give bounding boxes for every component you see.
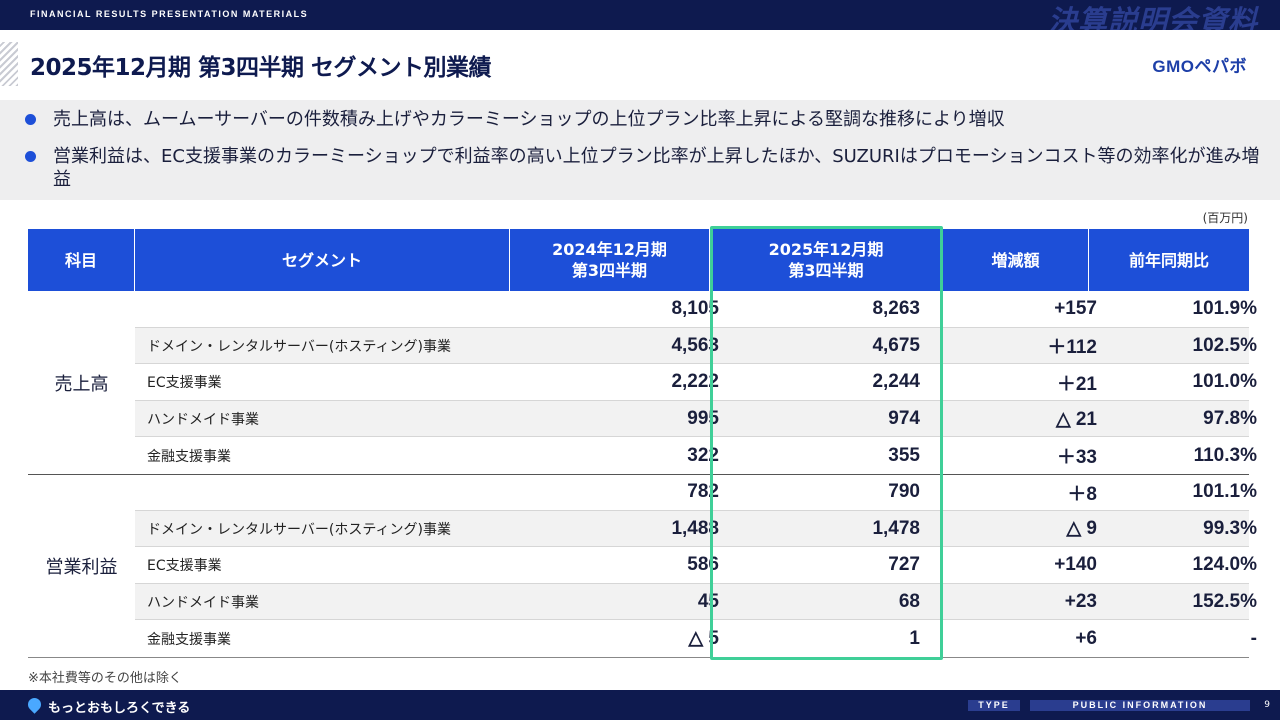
change-cell: △ 9	[1066, 518, 1097, 540]
table-header: 科目 セグメント 2024年12月期 第3四半期 2025年12月期 第3四半期…	[28, 229, 1249, 291]
table-row: 782 790 ＋8 101.1%	[135, 474, 1257, 511]
curr-value-cell: 355	[888, 444, 920, 466]
curr-value-cell: 790	[888, 481, 920, 503]
band-label: FINANCIAL RESULTS PRESENTATION MATERIALS	[30, 9, 309, 19]
segment-cell: ハンドメイド事業	[147, 595, 259, 612]
table-row: EC支援事業 2,222 2,244 ＋21 101.0%	[135, 364, 1257, 401]
company-logo: GMOペパボ	[1152, 57, 1247, 76]
change-cell: +157	[1054, 298, 1097, 320]
header-prev-period: 2024年12月期 第3四半期	[510, 229, 710, 291]
bullet-text: 営業利益は、EC支援事業のカラーミーショップで利益率の高い上位プラン比率が上昇し…	[53, 146, 1260, 190]
subject-operating-profit: 営業利益	[45, 556, 118, 578]
table-row: ドメイン・レンタルサーバー(ホスティング)事業 4,563 4,675 ＋112…	[135, 327, 1257, 365]
footnote: ※本社費等のその他は除く	[28, 671, 182, 686]
unit-label: (百万円)	[1202, 211, 1248, 225]
group-divider	[28, 474, 1249, 475]
table-row: 金融支援事業 322 355 ＋33 110.3%	[135, 437, 1257, 474]
curr-value-cell: 4,675	[872, 334, 920, 356]
change-cell: +140	[1054, 554, 1097, 576]
page-number: 9	[1264, 700, 1270, 710]
prev-value-cell: 45	[697, 591, 719, 613]
prev-value-cell: 4,563	[671, 334, 719, 356]
yoy-cell: 99.3%	[1203, 517, 1257, 539]
change-cell: ＋21	[1056, 373, 1097, 395]
title-area: 2025年12月期 第3四半期 セグメント別業績 GMOペパボ	[0, 30, 1280, 100]
segment-cell: ハンドメイド事業	[147, 412, 259, 429]
table-row: ハンドメイド事業 995 974 △ 21 97.8%	[135, 400, 1257, 438]
yoy-cell: 102.5%	[1192, 334, 1257, 356]
footer-slogan: もっとおもしろくできる	[48, 701, 191, 716]
table-bottom-line	[28, 657, 1249, 658]
segment-cell: ドメイン・レンタルサーバー(ホスティング)事業	[147, 338, 451, 355]
prev-value-cell: 322	[687, 444, 719, 466]
change-cell: ＋33	[1056, 447, 1097, 469]
type-tag: TYPE	[968, 700, 1020, 711]
prev-value-cell: 995	[687, 408, 719, 430]
curr-value-cell: 727	[888, 554, 920, 576]
segment-cell: ドメイン・レンタルサーバー(ホスティング)事業	[147, 521, 451, 538]
segment-cell: EC支援事業	[147, 375, 222, 392]
curr-value-cell: 68	[898, 591, 920, 613]
curr-value-cell: 2,244	[872, 371, 920, 393]
bullet-dot-icon	[25, 151, 36, 162]
header-curr-line1: 2025年12月期	[768, 240, 884, 259]
yoy-cell: 101.1%	[1192, 481, 1257, 503]
header-subject: 科目	[28, 229, 135, 291]
prev-value-cell: 782	[687, 481, 719, 503]
prev-value-cell: 8,105	[671, 298, 719, 320]
yoy-cell: 124.0%	[1192, 554, 1257, 576]
top-band: FINANCIAL RESULTS PRESENTATION MATERIALS…	[0, 0, 1280, 38]
yoy-cell: -	[1250, 627, 1257, 649]
curr-value-cell: 1,478	[872, 517, 920, 539]
change-cell: ＋112	[1047, 337, 1097, 359]
summary-bullets: 売上高は、ムームーサーバーの件数積み上げやカラーミーショップの上位プラン比率上昇…	[0, 100, 1280, 200]
yoy-cell: 152.5%	[1192, 591, 1257, 613]
table-row: ハンドメイド事業 45 68 +23 152.5%	[135, 583, 1257, 621]
header-prev-line1: 2024年12月期	[552, 240, 667, 259]
header-yoy: 前年同期比	[1128, 250, 1209, 270]
bullet-text: 売上高は、ムームーサーバーの件数積み上げやカラーミーショップの上位プラン比率上昇…	[53, 109, 1005, 130]
header-curr-line2: 第3四半期	[788, 261, 864, 280]
yoy-cell: 101.9%	[1192, 298, 1257, 320]
prev-value-cell: 1,488	[671, 517, 719, 539]
change-cell: +23	[1064, 591, 1097, 613]
header-segment: セグメント	[135, 229, 510, 291]
segment-cell: EC支援事業	[147, 558, 222, 575]
header-current-period: 2025年12月期 第3四半期	[710, 229, 943, 291]
page-title: 2025年12月期 第3四半期 セグメント別業績	[30, 55, 492, 81]
header-change: 増減額	[943, 229, 1089, 291]
public-information-tag: PUBLIC INFORMATION	[1030, 700, 1250, 711]
change-cell: △ 21	[1055, 408, 1097, 430]
table-row: 8,105 8,263 +157 101.9%	[135, 291, 1257, 328]
change-cell: +6	[1075, 627, 1097, 649]
prev-value-cell: 2,222	[671, 371, 719, 393]
curr-value-cell: 8,263	[872, 298, 920, 320]
location-pin-icon	[25, 695, 44, 714]
yoy-cell: 110.3%	[1193, 444, 1257, 466]
table-row: 金融支援事業 △ 5 1 +6 -	[135, 620, 1257, 657]
bullet-item: 売上高は、ムームーサーバーの件数積み上げやカラーミーショップの上位プラン比率上昇…	[25, 108, 1265, 131]
prev-value-cell: 586	[687, 554, 719, 576]
segment-cell: 金融支援事業	[147, 631, 231, 648]
change-cell: ＋8	[1067, 483, 1097, 505]
table-row: ドメイン・レンタルサーバー(ホスティング)事業 1,488 1,478 △ 9 …	[135, 510, 1257, 548]
title-accent	[0, 42, 18, 86]
footer-band: もっとおもしろくできる TYPE PUBLIC INFORMATION 9	[0, 690, 1280, 720]
curr-value-cell: 974	[888, 408, 920, 430]
yoy-cell: 101.0%	[1192, 371, 1257, 393]
yoy-cell: 97.8%	[1203, 408, 1257, 430]
bullet-dot-icon	[25, 114, 36, 125]
segment-cell: 金融支援事業	[147, 448, 231, 465]
header-prev-line2: 第3四半期	[571, 261, 648, 280]
prev-value-cell: △ 5	[688, 628, 719, 650]
bullet-item: 営業利益は、EC支援事業のカラーミーショップで利益率の高い上位プラン比率が上昇し…	[25, 145, 1265, 191]
table-row: EC支援事業 586 727 +140 124.0%	[135, 547, 1257, 584]
subject-sales: 売上高	[54, 373, 109, 395]
curr-value-cell: 1	[909, 627, 920, 649]
